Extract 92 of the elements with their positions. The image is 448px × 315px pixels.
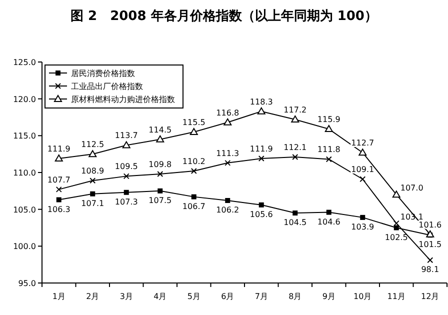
- point: [324, 125, 333, 132]
- x-tick-label: 6月: [221, 292, 234, 301]
- x-tick-label: 11月: [387, 292, 406, 301]
- x-tick-label: 4月: [154, 292, 167, 301]
- data-label: 118.3: [250, 97, 273, 106]
- point: [56, 197, 62, 202]
- point: [190, 168, 197, 174]
- point: [257, 107, 266, 114]
- point: [291, 115, 300, 122]
- point: [292, 154, 298, 160]
- data-label: 113.7: [114, 131, 138, 140]
- y-tick-label: 110.0: [13, 168, 36, 178]
- x-tick-label: 7月: [254, 292, 268, 301]
- x-tick-label: 1月: [52, 292, 66, 301]
- data-label: 106.2: [216, 205, 240, 214]
- data-label: 107.7: [47, 175, 70, 184]
- data-label: 103.9: [351, 222, 374, 232]
- data-label: 110.2: [182, 157, 206, 166]
- point: [258, 156, 264, 162]
- legend-label: 工业品出厂价格指数: [71, 82, 143, 91]
- data-label: 117.2: [284, 105, 307, 114]
- x-tick-label: 3月: [120, 292, 133, 301]
- data-label: 107.3: [114, 197, 138, 206]
- y-tick-label: 115.0: [13, 132, 36, 141]
- point: [90, 178, 96, 184]
- point: [360, 176, 366, 182]
- data-label: 115.5: [182, 118, 206, 127]
- x-tick-label: 5月: [187, 292, 200, 301]
- chart-title: 图 2 2008 年各月价格指数（以上年同期为 100）: [70, 9, 378, 24]
- point: [224, 160, 231, 166]
- data-label: 109.5: [114, 162, 138, 172]
- point: [90, 191, 96, 196]
- point: [191, 194, 196, 200]
- point: [326, 210, 332, 215]
- point: [88, 150, 97, 158]
- data-label: 111.8: [317, 145, 340, 154]
- point: [158, 188, 163, 194]
- point: [123, 173, 130, 180]
- data-label: 115.9: [317, 115, 340, 124]
- legend-label: 居民消费价格指数: [71, 69, 135, 78]
- data-label: 107.5: [148, 196, 172, 205]
- data-label: 112.7: [351, 138, 374, 148]
- x-tick-label: 10月: [354, 292, 372, 301]
- data-label: 111.9: [250, 144, 273, 154]
- point: [156, 135, 164, 142]
- point: [54, 154, 63, 162]
- data-label: 111.9: [47, 144, 70, 154]
- data-label: 101.5: [418, 240, 442, 250]
- point: [157, 170, 164, 177]
- data-label: 107.0: [400, 184, 424, 193]
- point: [426, 230, 434, 238]
- data-label: 109.8: [148, 160, 172, 169]
- point: [326, 156, 332, 162]
- y-tick-label: 95.0: [18, 279, 36, 288]
- point: [225, 198, 230, 203]
- point: [392, 190, 400, 198]
- data-label: 106.3: [47, 204, 70, 214]
- y-tick-label: 120.0: [13, 94, 36, 104]
- point: [360, 214, 366, 220]
- data-label: 108.9: [81, 166, 104, 176]
- point: [427, 257, 434, 264]
- data-label: 106.7: [182, 202, 206, 211]
- point: [394, 225, 399, 230]
- x-tick-label: 9月: [322, 292, 336, 301]
- point: [122, 141, 130, 148]
- data-label: 109.1: [351, 165, 374, 174]
- data-label: 104.6: [317, 217, 340, 226]
- data-label: 107.1: [81, 198, 104, 208]
- point: [292, 210, 298, 216]
- y-tick-label: 100.0: [13, 242, 36, 252]
- point: [258, 202, 264, 208]
- y-tick-label: 105.0: [13, 205, 36, 214]
- x-tick-label: 12月: [421, 292, 440, 301]
- data-label: 112.1: [284, 143, 307, 152]
- data-label: 116.8: [216, 108, 240, 118]
- data-label: 105.6: [250, 210, 273, 219]
- point: [56, 186, 62, 192]
- point: [358, 148, 367, 156]
- x-tick-label: 2月: [86, 292, 100, 301]
- point: [190, 128, 198, 135]
- point: [124, 190, 129, 195]
- y-tick-label: 125.0: [13, 58, 36, 67]
- data-label: 104.5: [284, 218, 307, 228]
- data-label: 111.3: [216, 148, 240, 158]
- data-label: 112.5: [81, 140, 104, 150]
- point: [393, 220, 400, 226]
- data-label: 98.1: [421, 265, 440, 274]
- data-label: 114.5: [148, 125, 172, 134]
- legend-label: 原材料燃料动力购进价格指数: [71, 95, 175, 104]
- data-label: 102.5: [384, 232, 408, 242]
- point: [224, 118, 232, 126]
- x-tick-label: 8月: [288, 292, 302, 301]
